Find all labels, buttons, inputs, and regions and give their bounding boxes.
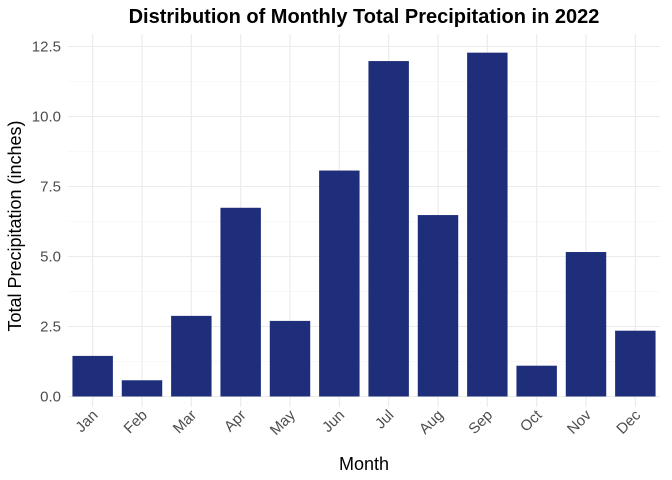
x-axis-title: Month (339, 454, 389, 474)
x-tick-label: Jan (72, 407, 101, 436)
y-tick-label: 5.0 (40, 249, 61, 266)
bar-apr (220, 207, 261, 397)
x-tick-label: Jun (319, 407, 348, 436)
y-tick-label: 12.5 (32, 39, 61, 56)
y-tick-label: 0.0 (40, 389, 61, 406)
x-tick-label: Nov (564, 406, 595, 437)
x-tick-label: Dec (613, 406, 644, 437)
x-tick-label: Oct (517, 406, 546, 435)
y-tick-label: 2.5 (40, 319, 61, 336)
bar-oct (516, 365, 557, 397)
bar-dec (615, 330, 656, 397)
bar-aug (417, 215, 459, 397)
bar-feb (121, 380, 163, 397)
y-axis-ticks: 0.0 2.5 5.0 7.5 10.0 12.5 (32, 39, 61, 406)
x-tick-label: Jul (372, 407, 398, 433)
chart-title: Distribution of Monthly Total Precipitat… (129, 6, 600, 28)
x-tick-label: Mar (170, 407, 200, 437)
y-tick-label: 7.5 (40, 179, 61, 196)
x-tick-label: Feb (121, 407, 151, 437)
bar-jan (72, 355, 113, 397)
x-tick-label: May (267, 406, 299, 438)
bar-jun (319, 170, 360, 397)
bars (72, 52, 656, 397)
bar-may (269, 320, 311, 397)
x-tick-label: Apr (221, 407, 250, 436)
y-axis-title: Total Precipitation (inches) (5, 120, 25, 331)
bar-nov (565, 252, 607, 397)
x-tick-label: Aug (416, 407, 447, 438)
x-tick-label: Sep (465, 407, 496, 438)
bar-sep (467, 52, 508, 397)
y-tick-label: 10.0 (32, 109, 61, 126)
x-axis-ticks: Jan Feb Mar Apr May Jun Jul Aug Sep Oct Nov Dec (72, 406, 644, 439)
bar-jul (368, 61, 409, 397)
bar-mar (171, 315, 212, 397)
